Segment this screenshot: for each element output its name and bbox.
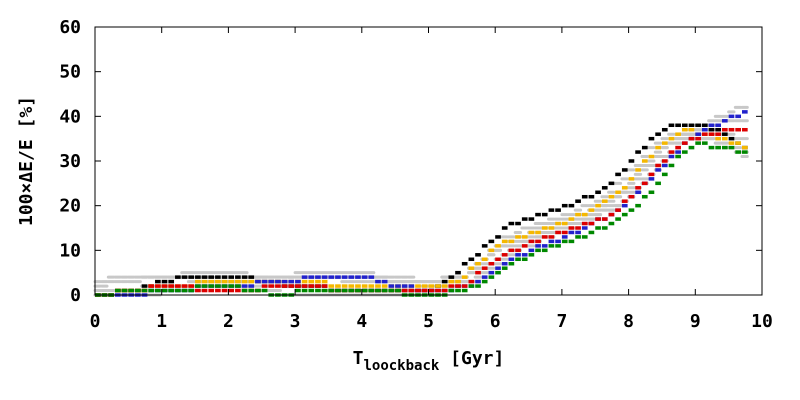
y-tick-label: 0 (70, 285, 81, 306)
y-tick-label: 40 (59, 106, 81, 127)
x-tick-label: 1 (156, 311, 167, 332)
y-axis-label: 100×ΔE/E [%] (16, 96, 37, 226)
y-tick-label: 20 (59, 196, 81, 217)
x-tick-label: 7 (556, 311, 567, 332)
y-tick-label: 50 (59, 62, 81, 83)
x-axis-label: Tloockback [Gyr] (353, 348, 505, 374)
x-tick-label: 8 (623, 311, 634, 332)
x-tick-label: 10 (751, 311, 773, 332)
x-axis-label-subscript: loockback (363, 358, 439, 374)
tick-group: 0 1 2 3 4 5 6 7 8 9 10 0 10 20 30 40 50 60 (59, 17, 773, 332)
x-tick-label: 3 (290, 311, 301, 332)
x-tick-label: 2 (223, 311, 234, 332)
x-tick-label: 9 (690, 311, 701, 332)
x-tick-label: 0 (90, 311, 101, 332)
y-tick-label: 60 (59, 17, 81, 38)
x-tick-label: 4 (356, 311, 367, 332)
y-tick-label: 30 (59, 151, 81, 172)
x-axis-label-main: T (353, 348, 364, 369)
x-axis-label-unit: [Gyr] (439, 348, 504, 369)
y-tick-label: 10 (59, 240, 81, 261)
x-tick-label: 5 (423, 311, 434, 332)
x-tick-label: 6 (490, 311, 501, 332)
